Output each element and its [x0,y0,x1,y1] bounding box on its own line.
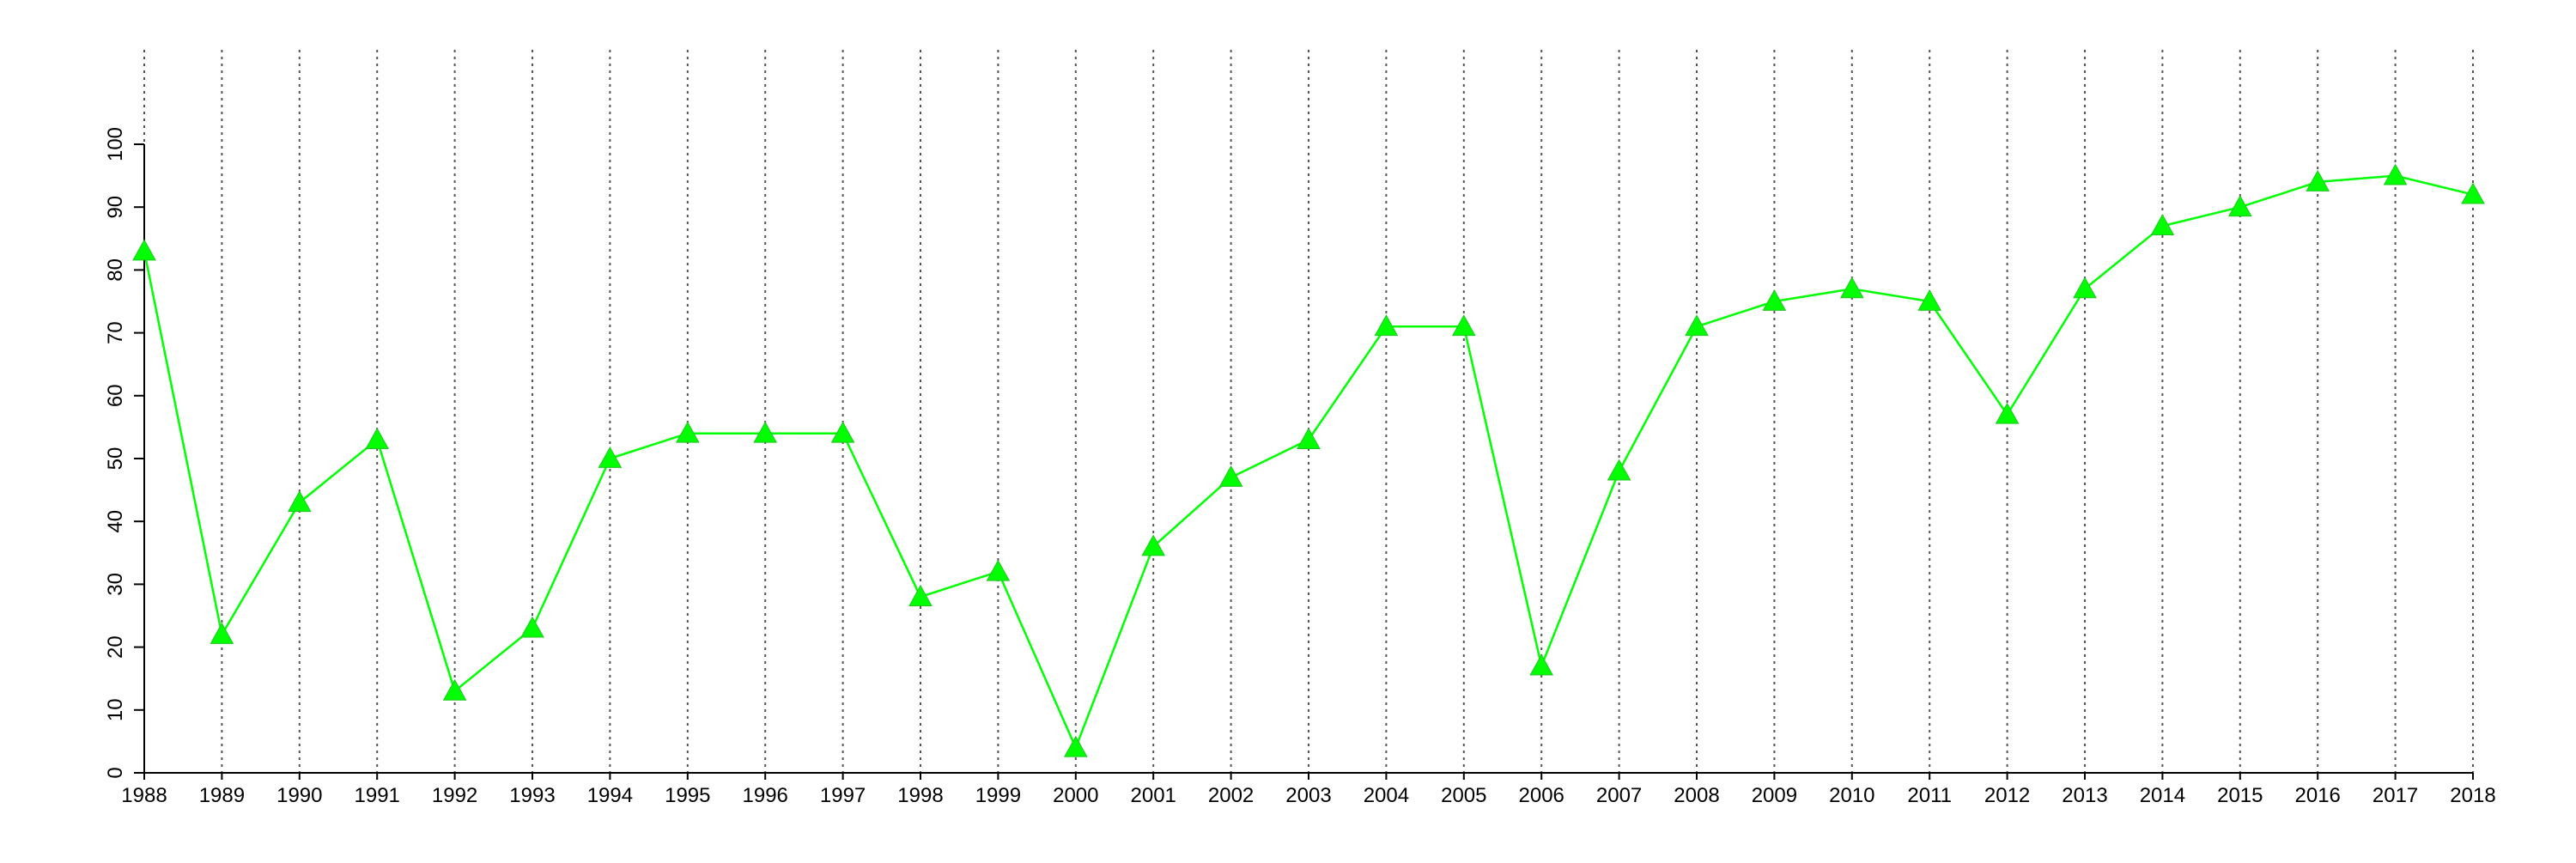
y-tick-label: 20 [104,635,127,659]
data-point-marker [1374,314,1399,337]
data-point-marker [442,678,467,701]
data-point-marker [598,446,623,468]
x-tick-label: 2004 [1364,784,1409,807]
x-tick-label: 2008 [1674,784,1719,807]
x-tick-label: 1990 [276,784,322,807]
x-tick-labels: 1988 1989 1990 1991 1992 1993 1994 1995 1996 1997… [121,784,2495,807]
x-tick-label: 2011 [1907,784,1952,807]
y-tick-label: 70 [104,321,127,344]
data-point-marker [908,585,933,606]
data-point-marker [520,616,544,638]
y-tick-label: 30 [104,573,127,596]
x-tick-label: 2006 [1519,784,1564,807]
data-point-marker [2306,169,2330,191]
x-tick-label: 2007 [1596,784,1642,807]
data-point-marker [1063,735,1088,757]
data-point-marker [210,622,234,644]
data-point-marker [986,559,1011,581]
y-tick-label: 0 [104,767,127,778]
x-tick-label: 2001 [1131,784,1176,807]
x-tick-label: 1992 [432,784,477,807]
x-tick-label: 2003 [1285,784,1331,807]
x-tick-label: 2005 [1441,784,1486,807]
x-tick-label: 2010 [1829,784,1874,807]
y-tick-label: 60 [104,384,127,407]
x-tick-label: 1988 [121,784,167,807]
y-tick-labels: 0 10 20 30 40 50 60 70 80 90 100 [104,127,127,779]
data-point-marker [675,421,700,443]
x-tick-label: 2000 [1053,784,1098,807]
data-point-marker [2073,277,2097,299]
data-point-marker [1839,277,1864,299]
x-gridlines [143,50,2474,780]
x-tick-label: 1993 [509,784,555,807]
y-tick-label: 50 [104,447,127,471]
x-tick-label: 1997 [820,784,866,807]
x-tick-label: 2013 [2062,784,2107,807]
data-point-marker [1297,428,1321,449]
data-point-marker [287,490,312,513]
x-tick-label: 2014 [2140,784,2185,807]
x-tick-label: 2015 [2217,784,2263,807]
series [132,163,2485,757]
x-tick-label: 2016 [2295,784,2341,807]
data-point-marker [2383,163,2408,185]
data-point-marker [2150,214,2175,236]
x-tick-label: 1998 [897,784,943,807]
data-point-marker [2227,195,2252,217]
data-point-marker [1529,653,1554,676]
x-tick-label: 1999 [975,784,1021,807]
y-tick-label: 90 [104,196,127,219]
data-point-marker [1607,459,1631,481]
data-point-marker [1762,289,1787,311]
x-tick-label: 2002 [1208,784,1254,807]
data-point-marker [1995,402,2020,424]
y-tick-label: 10 [104,698,127,721]
data-point-marker [132,239,156,261]
data-point-marker [1685,314,1709,337]
y-tick-label: 80 [104,258,127,282]
x-tick-label: 2017 [2372,784,2418,807]
x-tick-label: 2012 [1984,784,2030,807]
data-point-marker [1917,289,1942,311]
x-tick-label: 1989 [199,784,245,807]
x-tick-label: 1996 [743,784,788,807]
x-tick-label: 1991 [355,784,400,807]
data-point-marker [365,428,390,449]
axes [134,143,2474,780]
data-point-marker [753,421,778,443]
x-tick-label: 2018 [2450,784,2495,807]
x-tick-label: 1994 [587,784,633,807]
data-point-marker [1218,465,1243,487]
data-point-marker [830,421,855,443]
y-tick-label: 40 [104,510,127,533]
x-tick-label: 2009 [1752,784,1797,807]
x-tick-label: 1995 [665,784,710,807]
data-point-marker [2461,182,2485,204]
data-point-marker [1451,314,1476,337]
data-point-marker [1141,534,1166,556]
y-tick-label: 100 [104,127,127,161]
